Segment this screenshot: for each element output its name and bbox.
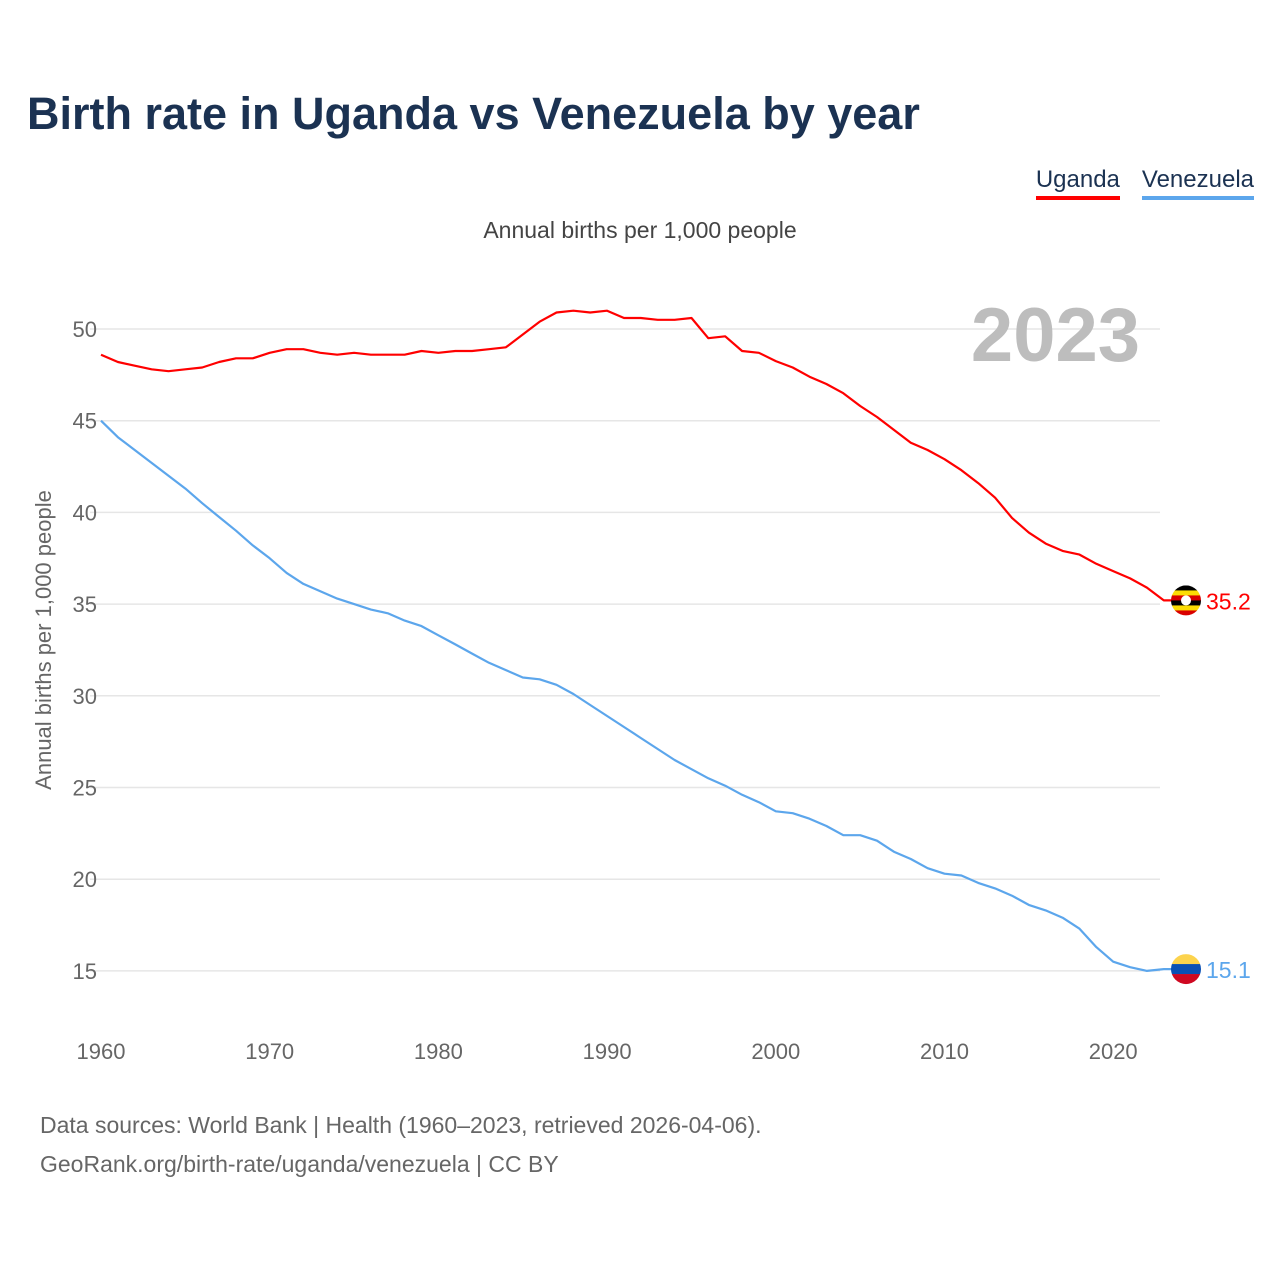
x-tick-label: 1980 bbox=[414, 1039, 463, 1064]
legend-item-uganda[interactable]: Uganda bbox=[1035, 166, 1120, 200]
y-tick-label: 30 bbox=[73, 684, 97, 709]
end-value-label-venezuela: 15.1 bbox=[1206, 957, 1251, 983]
venezuela-flag-icon bbox=[1171, 954, 1201, 985]
y-tick-label: 45 bbox=[73, 409, 97, 434]
year-watermark: 2023 bbox=[971, 293, 1140, 378]
chart-subtitle: Annual births per 1,000 people bbox=[483, 217, 797, 243]
y-axis-label: Annual births per 1,000 people bbox=[31, 490, 56, 790]
y-tick-label: 40 bbox=[73, 500, 97, 525]
source-note: Data sources: World Bank | Health (1960–… bbox=[40, 1106, 762, 1184]
chart-title: Birth rate in Uganda vs Venezuela by yea… bbox=[27, 88, 920, 139]
x-tick-label: 2020 bbox=[1089, 1039, 1138, 1064]
y-tick-label: 15 bbox=[73, 959, 97, 984]
end-value-label-uganda: 35.2 bbox=[1206, 588, 1251, 614]
x-tick-label: 1970 bbox=[245, 1039, 294, 1064]
x-tick-label: 2010 bbox=[920, 1039, 969, 1064]
source-line-1: Data sources: World Bank | Health (1960–… bbox=[40, 1112, 762, 1138]
y-tick-label: 25 bbox=[73, 776, 97, 801]
uganda-flag-icon bbox=[1171, 585, 1201, 616]
y-tick-label: 20 bbox=[73, 867, 97, 892]
legend: Uganda Venezuela bbox=[1035, 166, 1254, 200]
x-tick-label: 2000 bbox=[751, 1039, 800, 1064]
x-tick-label: 1990 bbox=[583, 1039, 632, 1064]
source-line-2[interactable]: GeoRank.org/birth-rate/uganda/venezuela … bbox=[40, 1151, 559, 1177]
legend-item-venezuela[interactable]: Venezuela bbox=[1141, 166, 1254, 200]
y-tick-label: 35 bbox=[73, 592, 97, 617]
series-line-venezuela bbox=[100, 419, 1172, 973]
series-line-uganda bbox=[100, 309, 1172, 602]
x-tick-label: 1960 bbox=[77, 1039, 126, 1064]
y-tick-label: 50 bbox=[73, 317, 97, 342]
